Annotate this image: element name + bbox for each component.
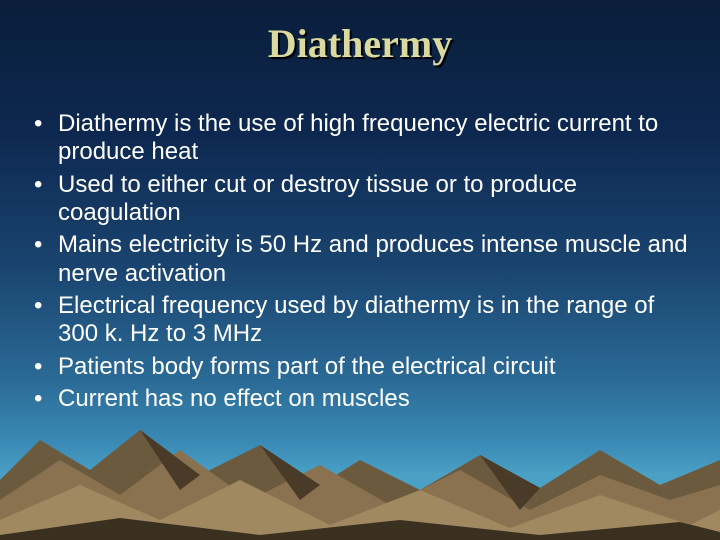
bullet-item: Diathermy is the use of high frequency e… <box>30 110 690 167</box>
slide-title: Diathermy <box>0 20 720 67</box>
bullet-list: Diathermy is the use of high frequency e… <box>30 110 690 413</box>
bullet-item: Current has no effect on muscles <box>30 385 690 413</box>
bullet-item: Electrical frequency used by diathermy i… <box>30 292 690 349</box>
bullet-item: Mains electricity is 50 Hz and produces … <box>30 231 690 288</box>
slide-title-container: Diathermy Diathermy <box>0 20 720 67</box>
mountains-graphic <box>0 400 720 540</box>
slide-content: Diathermy is the use of high frequency e… <box>30 110 690 417</box>
bullet-item: Used to either cut or destroy tissue or … <box>30 171 690 228</box>
bullet-item: Patients body forms part of the electric… <box>30 353 690 381</box>
slide: Diathermy Diathermy Diathermy is the use… <box>0 0 720 540</box>
